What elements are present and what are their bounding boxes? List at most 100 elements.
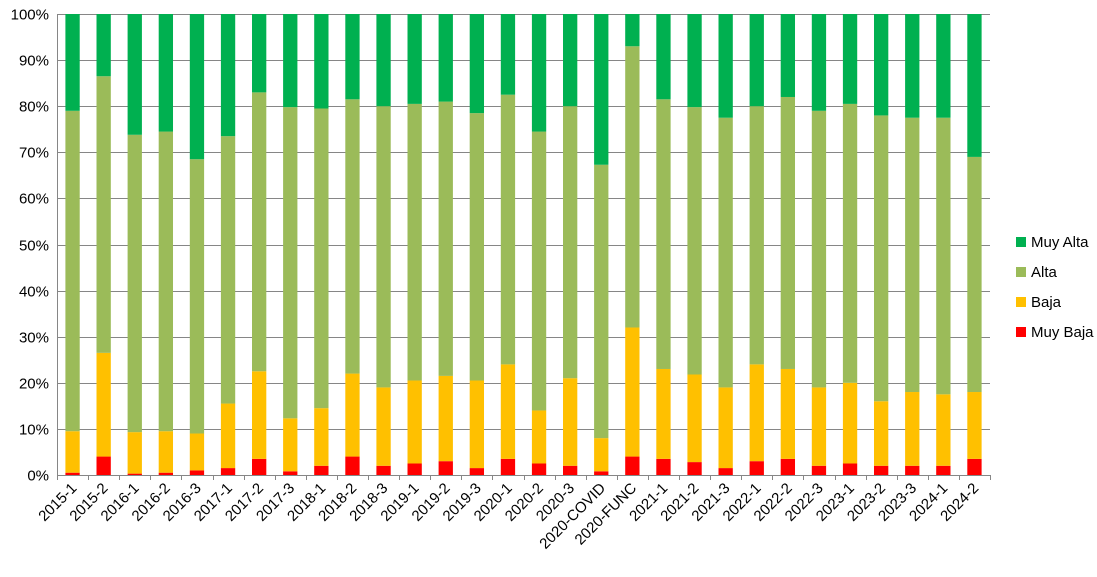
gridlines [57,14,990,476]
bar-segment-muy-baja [65,472,80,475]
bar-segment-muy-baja [563,465,578,475]
bar-segment-muy-baja [438,461,453,475]
bar-segment-baja [314,408,329,466]
bar-segment-muy-baja [345,456,360,475]
y-tick-label: 40% [19,284,49,301]
bar-segment-baja [656,368,671,459]
bar-segment-baja [252,371,267,459]
bar-segment-alta [376,106,391,388]
bar-segment-muy-baja [594,471,609,475]
bar-segment-baja [563,378,578,466]
bar-segment-baja [936,394,951,466]
bar-segment-muy-alta [283,14,298,108]
bar-segment-alta [438,101,453,376]
bar-segment-muy-baja [874,465,889,475]
bar-segment-alta [842,103,858,383]
bar-segment-alta [189,159,205,434]
y-tick-label: 20% [19,376,49,393]
bar-segment-muy-alta [780,14,796,97]
bar-segment-baja [874,401,889,466]
bar-segment-muy-alta [345,14,360,100]
bar-segment-muy-baja [780,458,796,475]
bar-segment-muy-baja [936,465,951,475]
bar-segment-muy-alta [749,14,764,107]
y-tick-label: 100% [11,7,49,24]
bar-segment-alta [656,99,671,369]
bar-segment-baja [718,387,733,469]
bar-segment-baja [687,374,702,463]
bar-segment-muy-alta [625,14,640,47]
bar-segment-muy-alta [314,14,329,109]
bar-segment-baja [625,327,640,457]
bar-segment-muy-baja [718,468,733,475]
bar-segment-baja [469,380,485,469]
bar-segment-alta [345,99,360,374]
bar-segment-baja [158,431,174,473]
bar-segment-baja [749,364,764,462]
y-tick-label: 10% [19,422,49,439]
bar-segment-muy-alta [874,14,889,116]
bar-segment-muy-baja [127,473,142,475]
bar-segment-baja [283,418,298,472]
bar-segment-muy-baja [283,471,298,475]
bar-segment-alta [936,117,951,395]
bar-segment-alta [283,107,298,419]
bar-segment-muy-alta [376,14,391,107]
bar-segment-alta [625,46,640,328]
legend-label: Baja [1031,294,1062,311]
bar-segment-baja [220,403,236,469]
legend: Muy Alta Alta Baja Muy Baja [1016,234,1094,341]
legend-swatch-muy-baja [1016,327,1026,337]
bar-segment-alta [65,110,80,432]
legend-label: Muy Baja [1031,324,1094,341]
bar-segment-baja [500,364,516,459]
bar-segment-muy-baja [189,470,205,475]
bar-segment-muy-baja [687,462,702,475]
bar-segment-baja [96,352,111,457]
legend-swatch-muy-alta [1016,237,1026,247]
bar-segment-alta [500,94,516,365]
bar-segment-muy-alta [936,14,951,118]
bar-segment-muy-alta [127,14,142,135]
bar-segment-baja [811,387,827,466]
bar-segment-muy-alta [811,14,827,111]
bar-segment-muy-alta [252,14,267,93]
legend-label: Alta [1031,264,1058,281]
y-tick-label: 60% [19,191,49,208]
bar-segment-muy-alta [220,14,236,137]
bars [65,14,982,475]
bar-segment-alta [749,106,764,365]
bar-segment-muy-alta [469,14,485,114]
bar-segment-baja [905,392,920,466]
bar-segment-muy-alta [905,14,920,118]
bar-segment-muy-alta [563,14,578,107]
bar-segment-muy-baja [376,465,391,475]
bar-segment-muy-baja [531,463,547,475]
bar-segment-muy-baja [749,461,764,475]
bar-segment-muy-baja [967,458,982,475]
bar-segment-muy-baja [469,468,485,475]
legend-swatch-alta [1016,267,1026,277]
legend-label: Muy Alta [1031,234,1089,251]
y-tick-label: 0% [27,468,49,485]
bar-segment-baja [780,368,796,459]
bar-segment-baja [967,392,982,459]
bar-segment-alta [158,131,174,432]
bar-segment-alta [96,76,111,353]
bar-segment-muy-baja [158,472,174,475]
bar-segment-alta [314,108,329,409]
y-tick-labels: 0% 10% 20% 30% 40% 50% 60% 70% 80% 90% 100% [11,7,49,485]
bar-segment-muy-baja [625,456,640,475]
bar-segment-baja [531,410,547,464]
bar-segment-muy-baja [220,468,236,475]
x-tick-labels: 2015-12015-22016-12016-22016-32017-12017… [35,480,982,553]
bar-segment-alta [594,164,609,439]
bar-segment-muy-baja [500,458,516,475]
bar-segment-muy-alta [842,14,858,104]
bar-segment-baja [65,431,80,473]
bar-segment-muy-baja [656,458,671,475]
bar-segment-alta [811,110,827,388]
axes [57,14,991,480]
